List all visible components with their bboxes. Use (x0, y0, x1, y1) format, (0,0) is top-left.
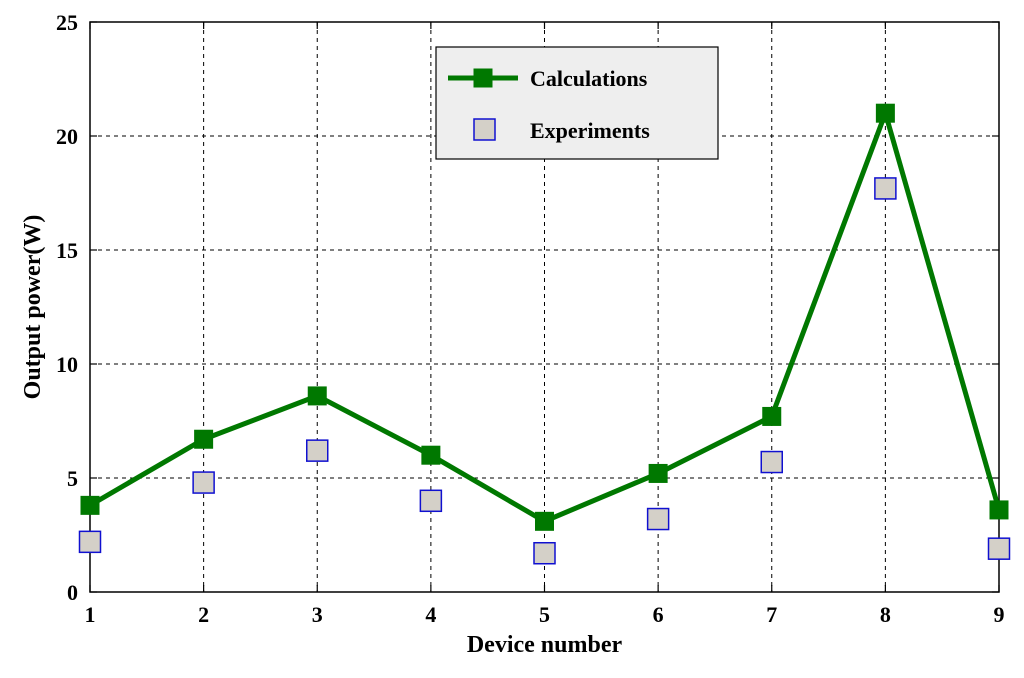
calculation-point (535, 511, 554, 531)
legend-marker-experiments (473, 118, 496, 141)
experiment-point (760, 450, 783, 474)
y-axis-title: Output power(W) (20, 215, 46, 400)
y-tick-label: 0 (67, 580, 78, 605)
calculation-point (80, 495, 100, 515)
calculation-point (762, 406, 782, 426)
series-layer (78, 103, 1011, 565)
y-tick-label: 25 (56, 10, 78, 35)
y-tick-label: 15 (56, 238, 78, 263)
legend-box (435, 46, 719, 160)
experiment-point (533, 541, 556, 565)
axis-ticks: 1 2 3 4 5 6 7 8 9 0 5 10 15 20 25 (56, 10, 1005, 627)
legend-marker-calculations (473, 68, 493, 88)
y-tick-label: 10 (56, 352, 78, 377)
experiment-point (78, 530, 102, 554)
calculation-point (989, 500, 1009, 520)
x-tick-label: 5 (539, 602, 550, 627)
y-tick-label: 5 (67, 466, 78, 491)
experiment-point (987, 537, 1011, 560)
x-axis-title: Device number (467, 632, 623, 658)
x-tick-label: 1 (85, 602, 96, 627)
experiment-point (192, 471, 215, 494)
calculation-point (648, 463, 668, 483)
experiment-point (646, 507, 670, 531)
x-tick-label: 8 (880, 602, 891, 627)
y-tick-label: 20 (56, 124, 78, 149)
x-tick-label: 2 (198, 602, 209, 627)
legend-label-calculations: Calculations (530, 66, 648, 91)
experiment-point (306, 439, 329, 462)
legend: Calculations Experiments (435, 46, 719, 160)
x-tick-label: 3 (312, 602, 323, 627)
x-tick-label: 9 (994, 602, 1005, 627)
calculation-point (307, 386, 327, 406)
x-tick-label: 7 (766, 602, 777, 627)
calculation-point (421, 445, 441, 465)
experiment-point (419, 489, 443, 513)
x-tick-label: 6 (653, 602, 664, 627)
experiment-point (874, 177, 897, 200)
x-tick-label: 4 (425, 602, 436, 627)
legend-label-experiments: Experiments (530, 118, 650, 143)
calculation-point (194, 429, 214, 449)
calculation-point (875, 103, 895, 123)
